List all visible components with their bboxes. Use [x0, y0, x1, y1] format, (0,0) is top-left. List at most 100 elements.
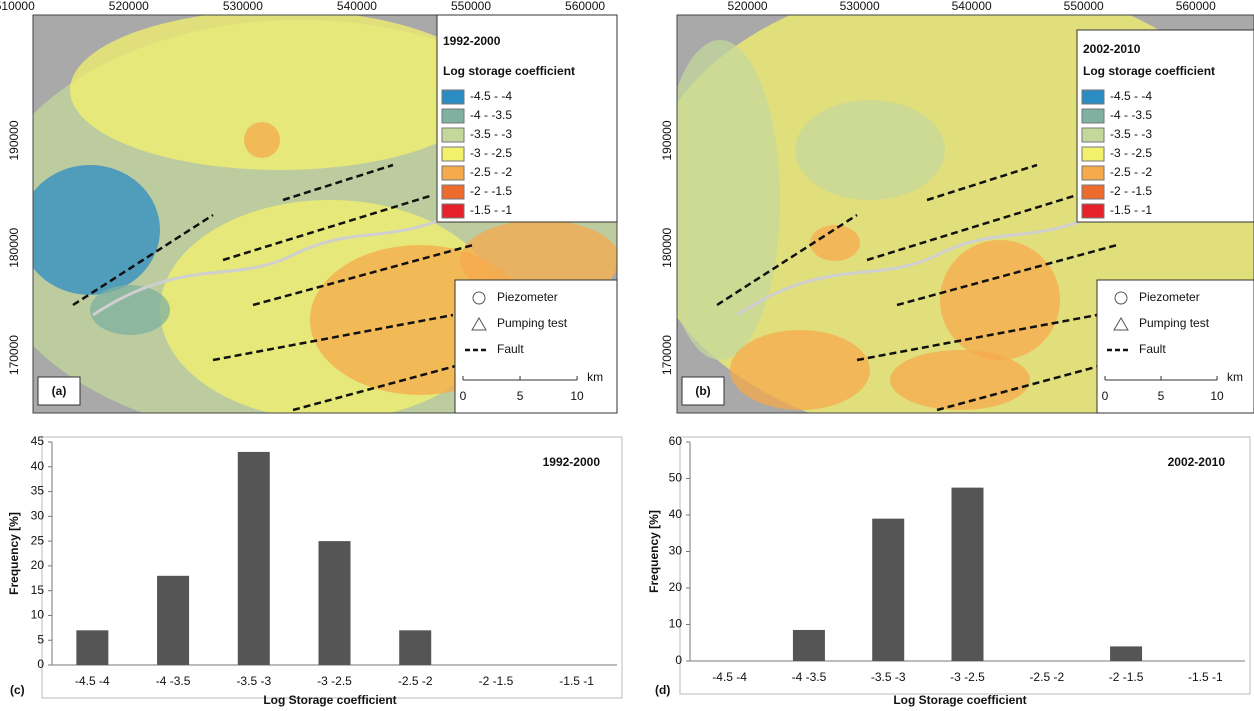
x-coord-label: 550000: [451, 0, 491, 13]
scale-label: 5: [517, 389, 524, 403]
legend-swatch: [441, 165, 465, 181]
y-tick-label: 30: [31, 509, 45, 523]
symbol-label: Fault: [497, 342, 524, 356]
x-coord-label: 530000: [840, 0, 880, 13]
scale-unit: km: [587, 370, 603, 384]
fault-line: [292, 343, 534, 412]
legend-swatch: [441, 108, 465, 124]
panel-label-box: [37, 376, 81, 406]
legend-title: 2002-2010: [1083, 42, 1141, 56]
x-tick-label: -3 -2.5: [950, 670, 985, 684]
x-coord-label: 560000: [1176, 0, 1216, 13]
y-coord-label: 180000: [660, 227, 674, 267]
y-tick-label: 15: [31, 583, 45, 597]
fault-line: [866, 193, 1078, 262]
y-coord-label: 170000: [660, 335, 674, 375]
legend-label: -2 - -1.5: [1110, 184, 1152, 198]
x-tick-label: -3 -2.5: [317, 674, 352, 688]
bar: [1110, 646, 1143, 661]
scale-unit: km: [1227, 370, 1243, 384]
y-coord-label: 190000: [660, 120, 674, 160]
legend-swatch: [441, 146, 465, 162]
symbol-label: Piezometer: [497, 290, 558, 304]
map-zone: [890, 350, 1030, 410]
symbol-label: Fault: [1139, 342, 1166, 356]
pumping-icon: [1113, 317, 1129, 331]
legend-box: [436, 14, 618, 223]
legend-label: -2.5 - -2: [1110, 165, 1152, 179]
x-coord-label: 540000: [952, 0, 992, 13]
fault-line: [212, 313, 454, 362]
y-tick-label: 30: [669, 544, 683, 558]
map-zone: [70, 15, 490, 170]
piezometer-icon: [472, 291, 486, 305]
map-zone: [33, 165, 160, 295]
panel-label-box: [681, 376, 725, 406]
symbol-label: Pumping test: [1139, 316, 1210, 330]
legend-swatch: [1081, 146, 1105, 162]
legend-swatch: [441, 203, 465, 219]
fault-line: [716, 213, 858, 307]
map-zone: [677, 40, 780, 360]
map-frame: [676, 14, 1254, 414]
bar: [792, 629, 825, 661]
legend-swatch: [1081, 184, 1105, 200]
symbol-legend-box: [454, 279, 618, 414]
legend-swatch: [1081, 127, 1105, 143]
legend-label: -3 - -2.5: [470, 146, 512, 160]
y-tick-label: 25: [31, 533, 45, 547]
fault-line: [222, 193, 434, 262]
y-axis-label: Frequency [%]: [7, 512, 21, 595]
chart-title: 2002-2010: [1168, 455, 1226, 469]
y-tick-label: 0: [37, 657, 44, 671]
legend-title: 1992-2000: [443, 34, 501, 48]
x-coord-label: 510000: [0, 0, 35, 13]
panel-label: (a): [52, 384, 67, 398]
x-tick-label: -4.5 -4: [75, 674, 110, 688]
x-axis-label: Log Storage coefficient: [263, 693, 396, 707]
legend-label: -2 - -1.5: [470, 184, 512, 198]
y-tick-label: 10: [669, 617, 683, 631]
y-tick-label: 35: [31, 484, 45, 498]
fault-line: [896, 243, 1118, 307]
legend-swatch: [1081, 165, 1105, 181]
scale-label: 0: [1102, 389, 1109, 403]
x-axis-label: Log Storage coefficient: [893, 693, 1026, 707]
piezometer-icon: [1114, 291, 1128, 305]
legend-label: -2.5 - -2: [470, 165, 512, 179]
y-axis-label: Frequency [%]: [647, 510, 661, 593]
y-tick-label: 40: [669, 507, 683, 521]
legend-swatch: [1081, 108, 1105, 124]
x-tick-label: -2 -1.5: [1109, 670, 1144, 684]
chart-title: 1992-2000: [543, 455, 601, 469]
x-coord-label: 560000: [565, 0, 605, 13]
scale-label: 5: [1158, 389, 1165, 403]
y-coord-label: 190000: [7, 120, 21, 160]
legend-label: -4.5 - -4: [1110, 89, 1152, 103]
y-tick-label: 40: [31, 459, 45, 473]
fault-line: [936, 343, 1178, 412]
bar: [76, 630, 109, 665]
legend-swatch: [1081, 89, 1105, 105]
panel-label: (c): [10, 683, 25, 697]
y-tick-label: 20: [31, 558, 45, 572]
x-tick-label: -4.5 -4: [712, 670, 747, 684]
map-zone: [810, 225, 860, 261]
x-coord-label: 530000: [223, 0, 263, 13]
symbol-label: Piezometer: [1139, 290, 1200, 304]
bar: [399, 630, 432, 665]
panel-label: (d): [655, 683, 670, 697]
y-tick-label: 20: [669, 580, 683, 594]
legend-label: -1.5 - -1: [470, 203, 512, 217]
x-coord-label: 540000: [337, 0, 377, 13]
scale-label: 0: [460, 389, 467, 403]
pumping-icon: [471, 317, 487, 331]
symbol-legend-box: [1096, 279, 1254, 414]
plot-frame: [679, 436, 1251, 695]
legend-swatch: [1081, 203, 1105, 219]
map-zone: [730, 330, 870, 410]
y-coord-label: 180000: [7, 227, 21, 267]
fault-line: [72, 213, 214, 307]
y-tick-label: 5: [37, 632, 44, 646]
